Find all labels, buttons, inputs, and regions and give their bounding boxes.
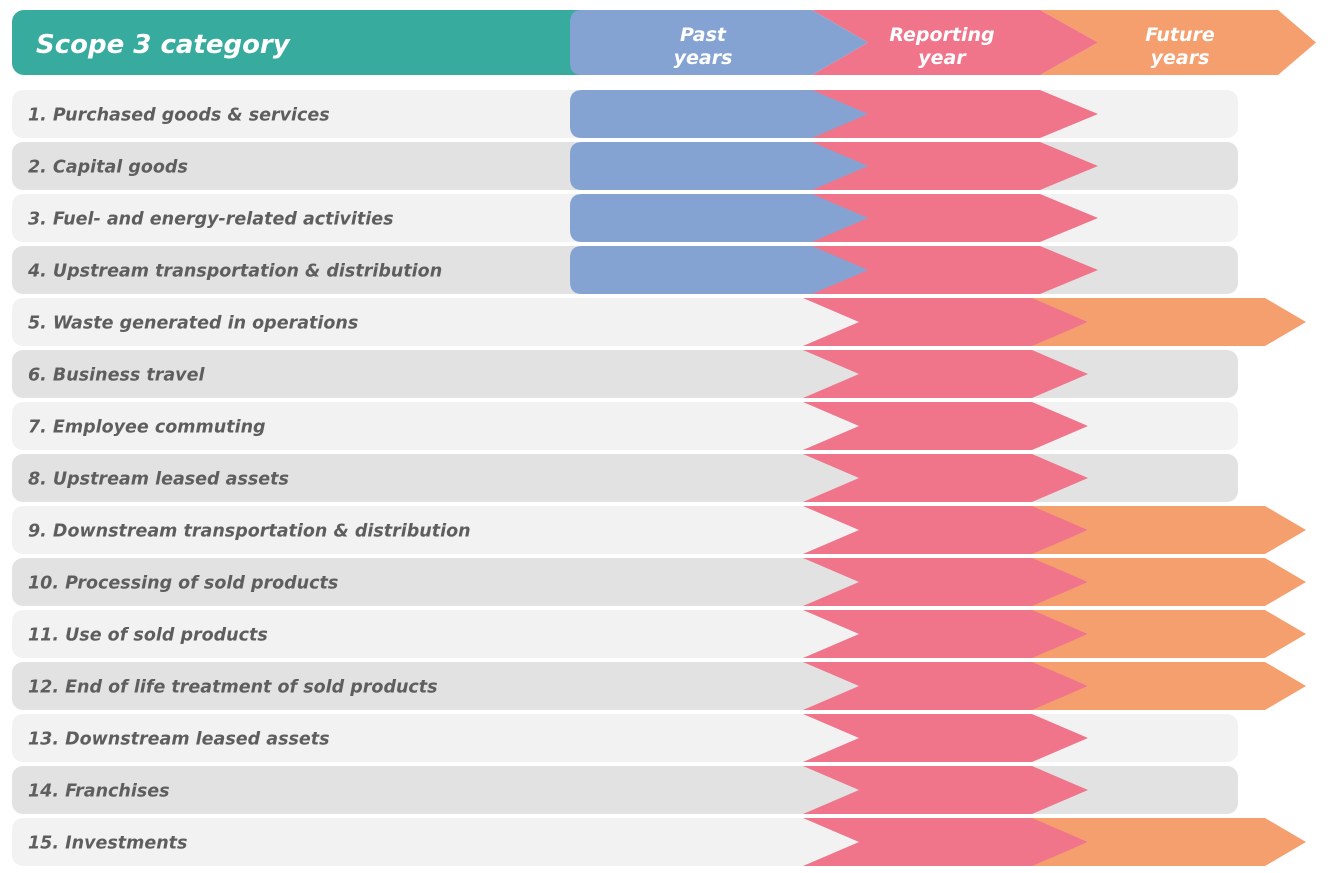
reporting-year-arrow <box>803 350 1088 398</box>
category-row: 1. Purchased goods & services <box>12 90 1238 138</box>
category-row: 3. Fuel- and energy-related activities <box>12 194 1238 242</box>
header-future-arrow <box>1040 10 1316 75</box>
category-rows: 1. Purchased goods & services 2. Capital … <box>12 90 1306 866</box>
category-row: 15. Investments <box>12 818 1306 866</box>
category-label: 8. Upstream leased assets <box>28 470 289 490</box>
reporting-year-arrow <box>803 558 1088 606</box>
future-years-arrow <box>1030 506 1306 554</box>
category-row: 9. Downstream transportation & distribut… <box>12 506 1306 554</box>
future-years-arrow <box>1030 558 1306 606</box>
category-label: 5. Waste generated in operations <box>28 314 358 334</box>
category-label: 12. End of life treatment of sold produc… <box>28 678 438 698</box>
header-reporting-label-2: year <box>918 47 967 69</box>
header-future-label-1: Future <box>1145 24 1215 46</box>
past-years-arrow <box>570 194 868 242</box>
reporting-year-arrow <box>803 818 1088 866</box>
reporting-year-arrow <box>803 454 1088 502</box>
category-label: 6. Business travel <box>28 366 205 386</box>
category-row: 2. Capital goods <box>12 142 1238 190</box>
future-years-arrow <box>1030 662 1306 710</box>
future-years-arrow <box>1030 818 1306 866</box>
reporting-year-arrow <box>803 766 1088 814</box>
category-label: 3. Fuel- and energy-related activities <box>28 210 394 230</box>
category-row: 11. Use of sold products <box>12 610 1306 658</box>
category-label: 7. Employee commuting <box>28 418 266 438</box>
category-label: 10. Processing of sold products <box>28 574 338 594</box>
header-category-band <box>12 10 632 75</box>
category-label: 13. Downstream leased assets <box>28 730 330 750</box>
reporting-year-arrow <box>803 506 1088 554</box>
category-label: 2. Capital goods <box>28 158 188 178</box>
past-years-arrow <box>570 90 868 138</box>
header-title: Scope 3 category <box>36 30 291 60</box>
reporting-year-arrow <box>803 714 1088 762</box>
category-row: 10. Processing of sold products <box>12 558 1306 606</box>
category-label: 14. Franchises <box>28 782 170 802</box>
category-row: 6. Business travel <box>12 350 1238 398</box>
header-reporting-arrow <box>812 10 1098 75</box>
reporting-year-arrow <box>812 142 1098 190</box>
future-years-arrow <box>1030 298 1306 346</box>
past-years-arrow <box>570 246 868 294</box>
category-label: 1. Purchased goods & services <box>28 106 330 126</box>
header-past-label-1: Past <box>680 24 727 46</box>
header-past-label-2: years <box>674 47 733 69</box>
reporting-year-arrow <box>803 298 1088 346</box>
header-past-arrow <box>570 10 868 75</box>
category-label: 4. Upstream transportation & distributio… <box>27 262 442 282</box>
category-label: 9. Downstream transportation & distribut… <box>28 522 471 542</box>
category-label: 11. Use of sold products <box>28 626 268 646</box>
reporting-year-arrow <box>803 662 1088 710</box>
header-reporting-label-1: Reporting <box>889 24 994 46</box>
reporting-year-arrow <box>803 402 1088 450</box>
category-row: 8. Upstream leased assets <box>12 454 1238 502</box>
header-row: Scope 3 category Past years Reporting ye… <box>12 10 1316 75</box>
category-row: 12. End of life treatment of sold produc… <box>12 662 1306 710</box>
reporting-year-arrow <box>812 246 1098 294</box>
future-years-arrow <box>1030 610 1306 658</box>
reporting-year-arrow <box>803 610 1088 658</box>
category-row: 13. Downstream leased assets <box>12 714 1238 762</box>
header-future-label-2: years <box>1151 47 1210 69</box>
category-label: 15. Investments <box>28 834 187 854</box>
category-row: 5. Waste generated in operations <box>12 298 1306 346</box>
category-row: 4. Upstream transportation & distributio… <box>12 246 1238 294</box>
category-row: 14. Franchises <box>12 766 1238 814</box>
category-row: 7. Employee commuting <box>12 402 1238 450</box>
past-years-arrow <box>570 142 868 190</box>
reporting-year-arrow <box>812 194 1098 242</box>
reporting-year-arrow <box>812 90 1098 138</box>
